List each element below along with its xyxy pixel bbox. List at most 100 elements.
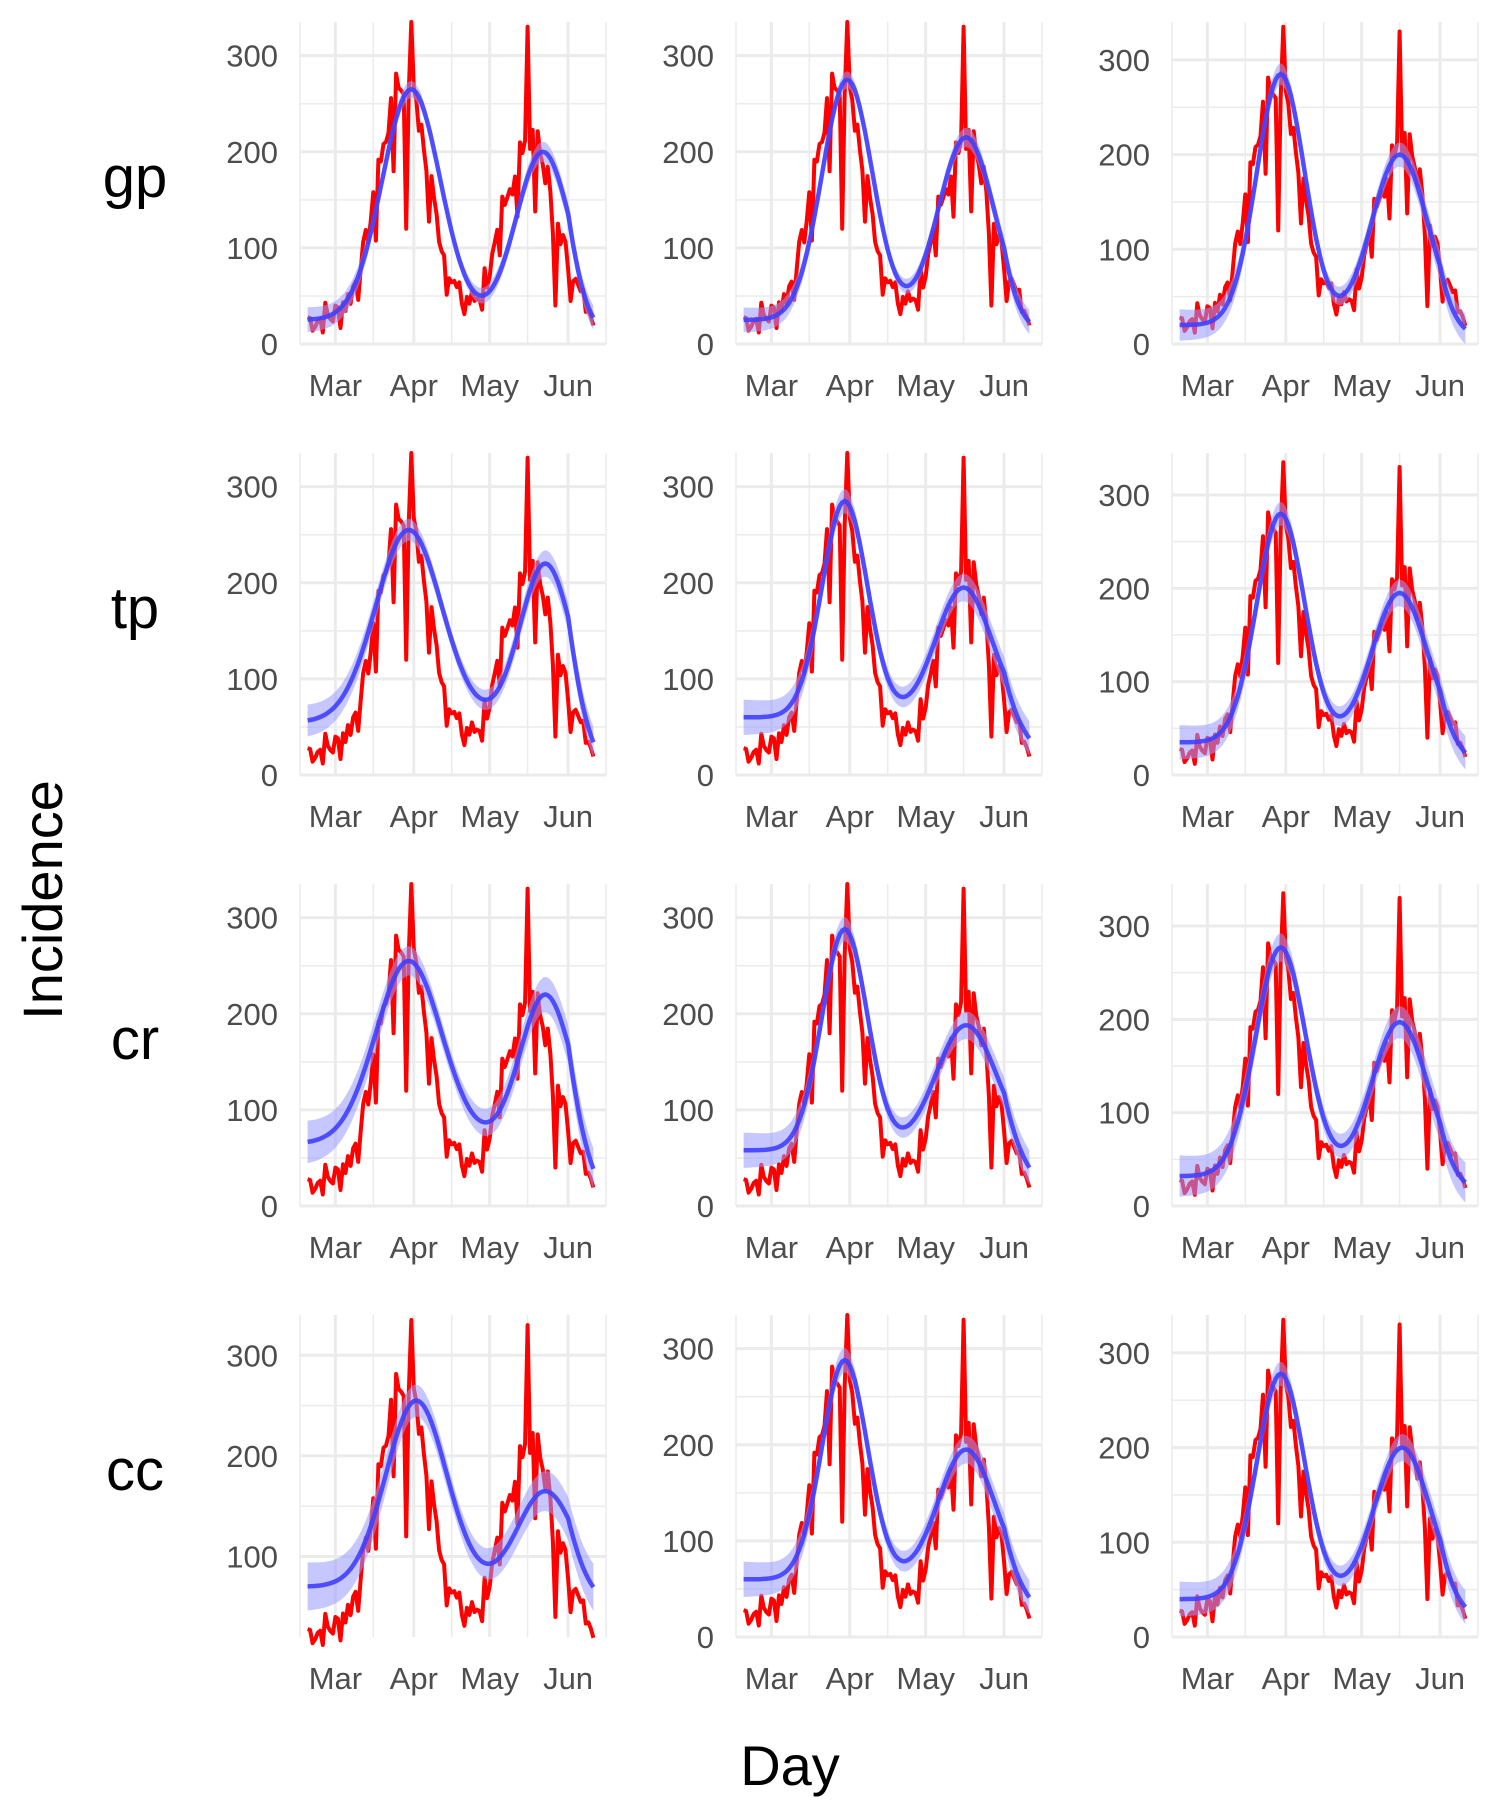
x-tick-label: Mar [309,799,362,834]
y-tick-label: 200 [662,1428,714,1463]
x-tick-label: Apr [826,368,874,403]
panel-cc-1: 100 200 300 Mar Apr May Jun [226,1315,607,1696]
y-tick-label: 200 [1098,571,1150,606]
y-tick-label: 300 [226,1338,278,1373]
y-tick-label: 100 [662,1524,714,1559]
x-tick-label: Mar [1181,1230,1234,1265]
x-tick-label: Mar [745,799,798,834]
fit-confidence-band [1179,933,1466,1203]
x-tick-label: Jun [543,1230,593,1265]
x-tick-label: Mar [745,1661,798,1696]
fit-confidence-band [307,1384,594,1611]
y-tick-label: 200 [662,997,714,1032]
fit-series-line [1179,1371,1468,1609]
observed-series-line [306,882,596,1197]
y-tick-label: 300 [1098,1336,1150,1371]
y-tick-label: 300 [662,901,714,936]
x-tick-label: Jun [1415,1230,1465,1265]
fit-confidence-band [307,80,594,333]
x-tick-label: Jun [979,1230,1029,1265]
y-tick-label: 100 [1098,665,1150,700]
y-tick-label: 100 [1098,232,1150,267]
panel-cr-2: 0 100 200 300 Mar Apr May Jun [662,882,1043,1265]
x-tick-label: Apr [390,1661,438,1696]
y-tick-label: 200 [1098,1431,1150,1466]
panel-gp-1: 0 100 200 300 Mar Apr May Jun [226,20,607,403]
y-tick-label: 0 [1133,1620,1150,1655]
y-tick-label: 100 [662,662,714,697]
x-tick-label: Apr [826,1230,874,1265]
y-tick-label: 200 [662,566,714,601]
fit-series-line [1179,71,1467,331]
x-tick-label: Jun [1415,368,1465,403]
y-tick-label: 0 [697,758,714,793]
y-tick-label: 300 [662,470,714,505]
y-tick-label: 200 [226,1439,278,1474]
y-tick-label: 100 [1098,1525,1150,1560]
x-tick-label: Apr [826,799,874,834]
fit-series-line [307,958,596,1170]
y-tick-label: 0 [261,327,278,362]
x-axis-title: Day [740,1734,840,1797]
fit-confidence-band [743,917,1030,1185]
x-tick-label: Apr [1262,1230,1310,1265]
fit-confidence-band [1179,501,1466,770]
panel-grid: gp tp cr cc 0 100 200 300 Mar Apr May Jun 0 100 200 300… [103,20,1479,1696]
y-tick-label: 0 [697,1189,714,1224]
x-tick-label: Mar [309,1230,362,1265]
y-tick-label: 300 [226,901,278,936]
x-tick-label: Jun [979,368,1029,403]
fit-confidence-band [743,71,1030,335]
y-tick-label: 100 [1098,1096,1150,1131]
y-tick-label: 300 [662,39,714,74]
row-label-tp: tp [111,576,159,641]
x-tick-label: Apr [390,368,438,403]
x-tick-label: Mar [1181,799,1234,834]
x-tick-label: Jun [979,799,1029,834]
y-tick-label: 0 [1133,1189,1150,1224]
x-tick-label: May [1332,1230,1391,1265]
panel-tp-2: 0 100 200 300 Mar Apr May Jun [662,451,1043,834]
x-tick-label: May [896,1230,955,1265]
x-tick-label: May [896,799,955,834]
x-tick-label: Mar [309,1661,362,1696]
x-tick-label: Mar [745,368,798,403]
x-tick-label: May [460,368,519,403]
x-tick-label: May [460,1661,519,1696]
x-tick-label: May [460,799,519,834]
panel-gp-3: 0 100 200 300 Mar Apr May Jun [1098,22,1479,403]
fit-confidence-band [1179,63,1466,345]
y-axis-title: Incidence [11,780,74,1020]
y-tick-label: 0 [697,1620,714,1655]
fit-series-line [743,926,1032,1169]
x-tick-label: Jun [1415,799,1465,834]
x-tick-label: Jun [543,799,593,834]
y-tick-label: 0 [1133,758,1150,793]
fit-confidence-band [743,1348,1030,1615]
panel-gp-2: 0 100 200 300 Mar Apr May Jun [662,20,1043,403]
x-tick-label: Mar [745,1230,798,1265]
x-tick-label: May [1332,368,1391,403]
x-tick-label: Apr [1262,1661,1310,1696]
row-label-gp: gp [103,145,168,210]
fit-confidence-band [743,488,1030,756]
x-tick-label: Jun [543,1661,593,1696]
y-tick-label: 100 [226,231,278,266]
row-label-cc: cc [106,1438,164,1503]
panel-cr-1: 0 100 200 300 Mar Apr May Jun [226,882,607,1265]
x-tick-label: Apr [1262,799,1310,834]
y-tick-label: 0 [1133,327,1150,362]
y-tick-label: 100 [662,231,714,266]
y-tick-label: 300 [226,39,278,74]
observed-series-line [742,20,1032,335]
fit-series-line [743,498,1032,740]
y-tick-label: 300 [662,1332,714,1367]
y-tick-label: 200 [226,135,278,170]
panel-cc-3: 0 100 200 300 Mar Apr May Jun [1098,1315,1479,1696]
x-tick-label: May [896,1661,955,1696]
fit-series-line [1179,511,1468,755]
x-tick-label: Mar [1181,1661,1234,1696]
fit-series-line [743,1357,1032,1599]
y-tick-label: 300 [1098,43,1150,78]
